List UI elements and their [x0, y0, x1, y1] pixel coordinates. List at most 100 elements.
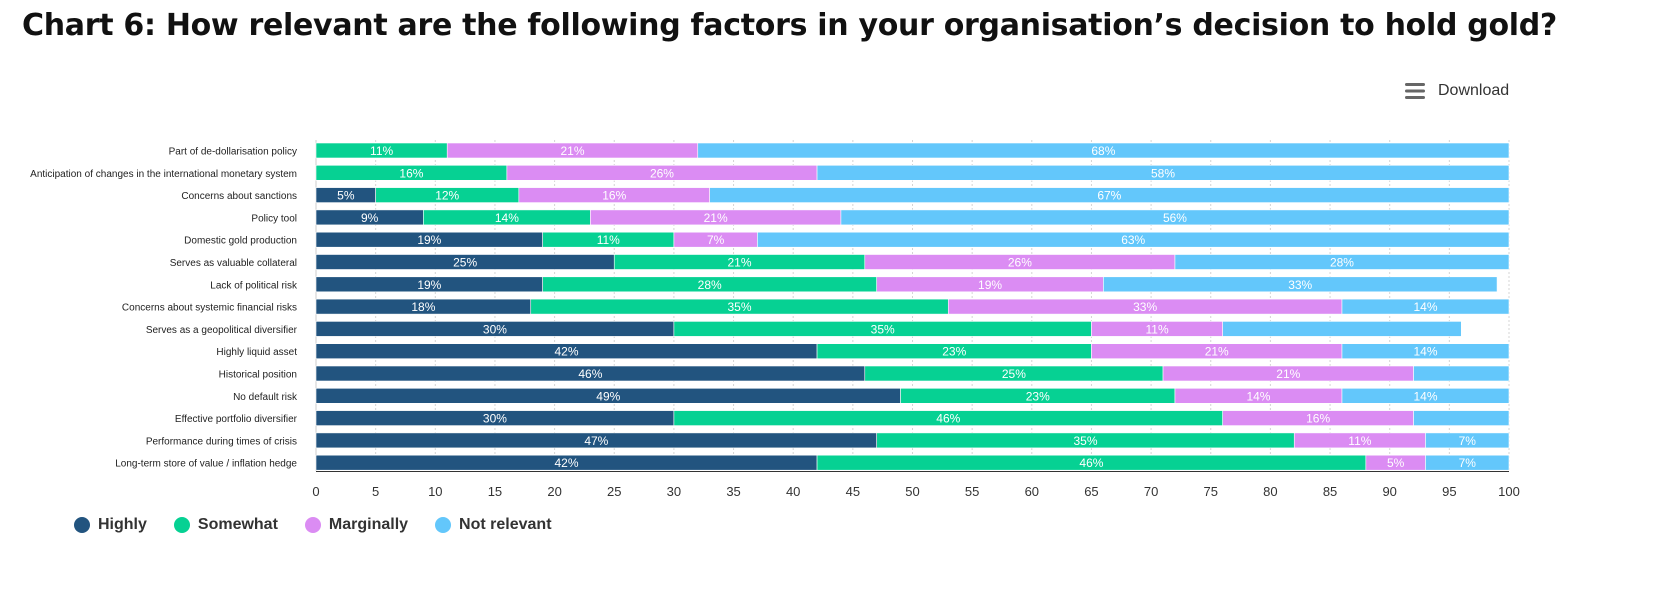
data-label: 14% [495, 211, 519, 225]
data-label: 21% [1205, 345, 1229, 359]
category-label: Long-term store of value / inflation hed… [115, 459, 297, 470]
bar-segment [1174, 254, 1510, 270]
data-label: 23% [1026, 389, 1050, 403]
data-label: 11% [1145, 322, 1168, 336]
x-tick-label: 55 [965, 484, 979, 499]
download-label: Download [1438, 82, 1510, 99]
data-label: 5% [1387, 456, 1405, 470]
x-tick-label: 50 [905, 484, 919, 499]
x-tick-label: 35 [726, 484, 740, 499]
legend-item[interactable]: Not relevant [435, 516, 552, 534]
bar-segment [1413, 410, 1510, 426]
category-label: Concerns about sanctions [181, 191, 297, 202]
category-label: Effective portfolio diversifier [175, 414, 298, 425]
x-tick-label: 75 [1204, 484, 1218, 499]
data-label: 67% [1097, 189, 1121, 203]
legend-swatch [435, 517, 452, 533]
x-tick-label: 5 [372, 484, 379, 499]
category-label: Highly liquid asset [216, 347, 297, 358]
bar-segment [1425, 432, 1510, 449]
legend-label: Not relevant [459, 516, 552, 533]
x-tick-label: 0 [312, 484, 319, 499]
data-label: 7% [707, 233, 725, 247]
data-label: 30% [483, 322, 507, 336]
legend-item[interactable]: Marginally [304, 516, 408, 534]
bar-segment [697, 142, 1510, 159]
legend-swatch [173, 517, 190, 533]
data-label: 42% [555, 345, 579, 359]
x-tick-label: 65 [1084, 484, 1098, 499]
data-label: 14% [1413, 300, 1437, 314]
data-label: 16% [399, 166, 423, 180]
x-tick-label: 80 [1263, 484, 1277, 499]
bar-segment [1341, 387, 1510, 404]
data-label: 47% [584, 434, 608, 448]
x-tick-label: 40 [786, 484, 800, 499]
bar-segment [757, 231, 1510, 248]
data-label: 21% [727, 256, 751, 270]
legend-swatch [304, 517, 321, 533]
data-label: 68% [1091, 144, 1115, 158]
category-label: Serves as a geopolitical diversifier [146, 325, 298, 336]
bar-segment [709, 187, 1510, 203]
data-label: 12% [435, 189, 459, 203]
category-label: Domestic gold production [184, 236, 297, 247]
x-tick-label: 100 [1498, 484, 1520, 499]
data-label: 7% [1459, 434, 1477, 448]
legend-label: Highly [98, 516, 147, 533]
category-label: Performance during times of crisis [146, 436, 297, 447]
data-label: 30% [483, 412, 507, 426]
download-button[interactable]: Download [1404, 82, 1509, 100]
category-label: Concerns about systemic financial risks [122, 303, 297, 314]
data-label: 5% [337, 189, 355, 203]
data-label: 18% [411, 300, 435, 314]
data-label: 21% [1276, 367, 1300, 381]
x-tick-label: 20 [547, 484, 561, 499]
legend-label: Somewhat [197, 516, 278, 533]
x-tick-label: 45 [846, 484, 860, 499]
bar-segment [1341, 343, 1510, 360]
page-title: Chart 6: How relevant are the following … [22, 8, 1558, 43]
category-label: Lack of political risk [210, 280, 298, 291]
x-tick-label: 30 [667, 484, 681, 499]
data-label: 11% [1348, 434, 1371, 448]
data-label: 25% [453, 256, 477, 270]
data-label: 28% [1330, 256, 1354, 270]
category-label: Part of de-dollarisation policy [169, 147, 297, 158]
data-label: 7% [1459, 456, 1477, 470]
data-label: 14% [1413, 389, 1437, 403]
legend-item[interactable]: Highly [74, 516, 147, 534]
data-label: 58% [1151, 166, 1175, 180]
bar-segment [1413, 365, 1510, 382]
category-label: Anticipation of changes in the internati… [30, 169, 297, 180]
data-label: 26% [650, 166, 674, 180]
bar-segment [1103, 276, 1498, 293]
data-label: 28% [698, 278, 722, 292]
data-label: 21% [704, 211, 728, 225]
legend-item[interactable]: Somewhat [173, 516, 278, 534]
data-label: 19% [417, 278, 441, 292]
x-tick-label: 85 [1323, 484, 1337, 499]
x-tick-label: 90 [1382, 484, 1396, 499]
data-label: 16% [602, 189, 626, 203]
data-label: 46% [1079, 456, 1103, 470]
data-label: 21% [560, 144, 584, 158]
bar-segment [840, 209, 1510, 226]
chart-legend: Highly Somewhat Marginally Not relevant [74, 516, 579, 534]
x-tick-label: 60 [1025, 484, 1039, 499]
category-label: Policy tool [251, 213, 297, 224]
x-tick-label: 25 [607, 484, 621, 499]
data-label: 16% [1306, 412, 1330, 426]
data-label: 11% [597, 233, 620, 247]
bar-segment [1222, 321, 1462, 337]
x-tick-label: 95 [1442, 484, 1456, 499]
data-label: 23% [942, 345, 966, 359]
data-label: 14% [1246, 389, 1270, 403]
category-label: Historical position [219, 370, 297, 381]
x-tick-label: 10 [428, 484, 442, 499]
legend-swatch [74, 517, 90, 533]
bar-segment [816, 165, 1510, 181]
data-label: 35% [871, 322, 895, 336]
data-label: 42% [555, 456, 579, 470]
